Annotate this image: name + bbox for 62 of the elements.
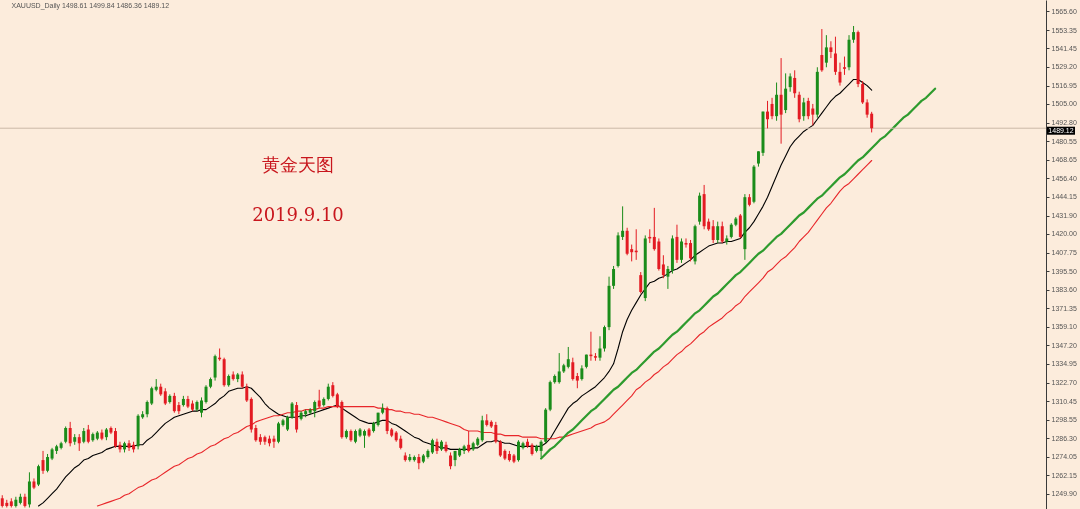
- candlestick: [363, 429, 367, 449]
- candlestick: [113, 427, 117, 449]
- candlestick: [811, 103, 815, 126]
- candlestick: [738, 213, 742, 239]
- candlestick: [806, 97, 810, 120]
- candlestick: [276, 421, 280, 444]
- candlestick: [557, 352, 561, 385]
- candlestick: [720, 221, 724, 244]
- candlestick: [272, 435, 276, 449]
- candlestick: [36, 464, 40, 487]
- candlestick: [666, 265, 670, 290]
- candlestick: [843, 56, 846, 76]
- candlestick: [603, 325, 606, 353]
- line-series: [37, 78, 873, 507]
- candlestick: [46, 453, 50, 473]
- candlestick: [675, 224, 679, 264]
- candlestick: [516, 439, 520, 463]
- candlestick: [204, 384, 208, 405]
- candlestick: [689, 239, 693, 262]
- candlestick: [711, 219, 715, 244]
- candlestick: [172, 392, 176, 414]
- candlestick: [494, 421, 498, 444]
- candlestick: [571, 357, 575, 382]
- candlestick: [86, 424, 90, 444]
- candlestick: [793, 69, 797, 99]
- candlestick: [539, 439, 543, 458]
- annotation: 黄金天图: [262, 154, 334, 175]
- candlestick: [127, 439, 131, 452]
- candlestick: [838, 62, 842, 87]
- candlestick: [775, 82, 779, 122]
- candlestick: [770, 97, 774, 120]
- candlestick: [27, 471, 31, 508]
- candlestick: [467, 430, 471, 453]
- candlestick: [200, 396, 203, 418]
- candlestick: [213, 354, 217, 382]
- candlestick: [766, 100, 770, 129]
- candlestick: [833, 36, 837, 76]
- candlestick: [41, 450, 45, 475]
- candlestick: [598, 335, 602, 362]
- candlestick: [625, 227, 629, 256]
- candlestick: [779, 57, 783, 145]
- candlestick: [661, 254, 665, 279]
- candlestick: [417, 453, 421, 470]
- candlestick: [829, 40, 833, 59]
- candlestick: [820, 28, 824, 73]
- candlestick: [802, 97, 806, 122]
- candlestick: [639, 271, 643, 294]
- candlestick: [679, 237, 683, 264]
- candlestick: [68, 421, 72, 447]
- candlestick: [385, 406, 389, 435]
- candlestick: [824, 34, 828, 68]
- candlestick: [716, 221, 720, 244]
- line-series: [540, 87, 937, 460]
- candlestick: [784, 72, 788, 114]
- candlestick: [566, 346, 570, 369]
- candlestick: [245, 383, 249, 403]
- candlestick: [612, 265, 616, 290]
- candlestick: [788, 72, 792, 93]
- candlestick: [861, 80, 865, 105]
- candlestick: [317, 389, 321, 409]
- annotation: 2019.9.10: [252, 204, 344, 225]
- candlestick: [480, 415, 484, 443]
